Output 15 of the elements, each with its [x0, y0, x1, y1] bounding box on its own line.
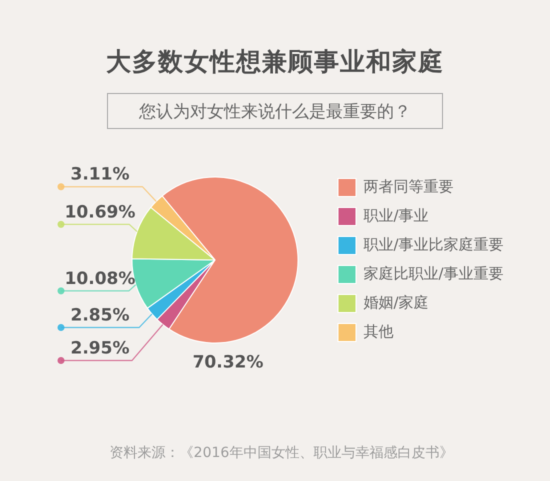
text: 资料来源：《2016年中国女性、职业与幸福感白皮书》 — [108, 444, 454, 463]
data-label: 70.32% — [192, 352, 264, 372]
legend-label: 职业/事业比家庭重要 — [364, 235, 504, 254]
data-label: 2.85% — [70, 305, 130, 326]
data-label: 2.95% — [70, 338, 130, 358]
chart-title: 大多数女性想兼顾事业和家庭 — [105, 47, 445, 77]
data-label: 10.08% — [64, 268, 136, 289]
legend-label: 婚姻/家庭 — [364, 293, 429, 312]
legend-label: 职业/事业 — [364, 206, 429, 224]
data-label: 3.11% — [70, 164, 130, 185]
legend-label: 两者同等重要 — [364, 177, 454, 196]
data-label: 10.69% — [64, 202, 136, 222]
chart-subtitle: 您认为对女性来说什么是最重要的？ — [139, 100, 411, 122]
legend-label: 其他 — [364, 322, 394, 340]
legend-label: 家庭比职业/事业重要 — [364, 264, 504, 282]
